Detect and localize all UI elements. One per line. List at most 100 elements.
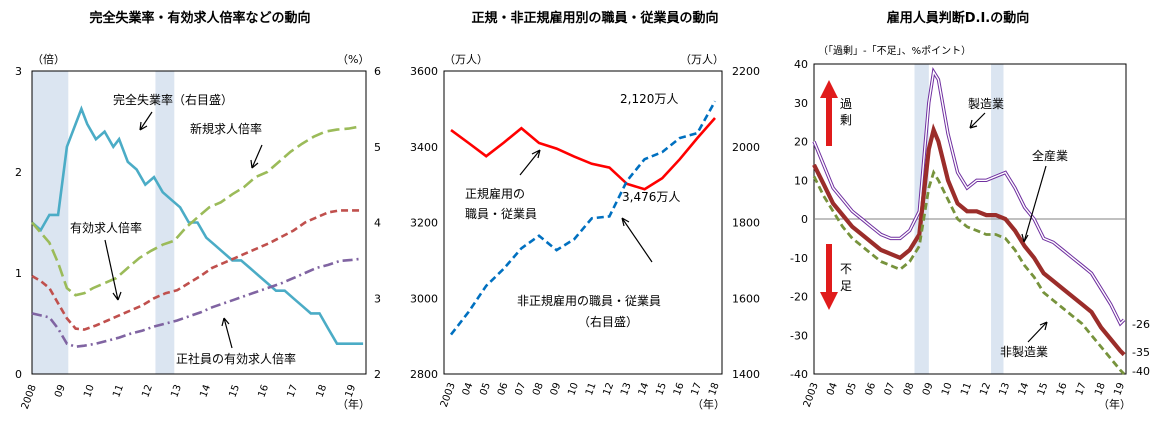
excess-arrow-icon bbox=[820, 80, 838, 146]
p1-right-tick-label: 2 bbox=[374, 368, 381, 381]
p1-x-tick-label: 09 bbox=[53, 383, 68, 399]
panel2-title: 正規・非正規雇用別の職員・従業員の動向 bbox=[471, 10, 718, 26]
p3-x-tick-label: 04 bbox=[825, 381, 840, 397]
p3-x-tick-label: 08 bbox=[902, 381, 917, 397]
p1-x-tick-label: 10 bbox=[82, 383, 97, 399]
panel-employment-di: 雇用人員判断D.I.の動向 （「過剰」-「不足」、%ポイント） -40 -30 -2… bbox=[790, 10, 1150, 411]
recession-shade-0 bbox=[32, 71, 69, 374]
label-excess-2: 剰 bbox=[840, 113, 852, 127]
label-shortage-1: 不 bbox=[840, 262, 852, 276]
label-excess-1: 過 bbox=[840, 97, 852, 111]
p3-x-tick-label: 12 bbox=[978, 381, 993, 397]
p2-left-tick-label: 3400 bbox=[410, 141, 438, 154]
p2-x-tick-label: 06 bbox=[496, 381, 511, 397]
p1-right-tick-label: 4 bbox=[374, 217, 381, 230]
panel1-title: 完全失業率・有効求人倍率などの動向 bbox=[89, 10, 310, 26]
panel3-unit: （「過剰」-「不足」、%ポイント） bbox=[818, 45, 971, 57]
p1-x-tick-label: 17 bbox=[286, 383, 301, 399]
p3-y-tick-label: 10 bbox=[794, 174, 808, 187]
series-line-p2-1 bbox=[449, 100, 717, 336]
label-nonregular-employees-1: 非正規雇用の職員・従業員 bbox=[517, 293, 661, 308]
p3-x-tick-label: 13 bbox=[998, 381, 1013, 397]
series-line-p1-3 bbox=[31, 257, 361, 349]
panel2-annotation-arrows bbox=[519, 149, 653, 263]
p1-right-tick-label: 3 bbox=[374, 292, 381, 305]
p2-left-tick-label: 3000 bbox=[410, 292, 438, 305]
p1-x-tick-label: 13 bbox=[169, 383, 184, 399]
p1-left-tick-label: 3 bbox=[15, 65, 22, 78]
p2-x-tick-label: 15 bbox=[654, 381, 669, 397]
series-line-manufacturing-inner bbox=[813, 69, 1125, 325]
panel2-left-unit: （万人） bbox=[444, 53, 488, 66]
p2-x-tick-label: 13 bbox=[619, 381, 634, 397]
p3-x-tick-label: 10 bbox=[940, 381, 955, 397]
panel1-x-unit: （年） bbox=[337, 397, 370, 411]
label-regular-employees-2: 職員・従業員 bbox=[465, 207, 537, 221]
p3-x-tick-label: 16 bbox=[1055, 381, 1070, 397]
panel3-x-unit: （年） bbox=[1098, 397, 1131, 411]
p3-y-tick-label: 20 bbox=[794, 136, 808, 149]
p1-left-tick-label: 1 bbox=[15, 267, 22, 280]
p1-x-tick-label: 15 bbox=[227, 383, 242, 399]
series-line-p1-2 bbox=[31, 209, 361, 331]
p1-right-tick-label: 6 bbox=[374, 65, 381, 78]
end-value-non-manufacturing: -40 bbox=[1132, 365, 1150, 378]
p2-x-tick-label: 09 bbox=[549, 381, 564, 397]
p1-left-tick-label: 0 bbox=[15, 368, 22, 381]
label-job-opening-ratio: 有効求人倍率 bbox=[70, 220, 142, 235]
series-line-p2-0 bbox=[450, 117, 716, 191]
label-new-job-ratio: 新規求人倍率 bbox=[190, 121, 262, 136]
label-regular-employees-1: 正規雇用の bbox=[465, 186, 525, 201]
p3-y-tick-label: 0 bbox=[801, 213, 808, 226]
p3-x-tick-label: 19 bbox=[1112, 381, 1127, 397]
p3-y-tick-label: 30 bbox=[794, 97, 808, 110]
p3-x-tick-label: 09 bbox=[921, 381, 936, 397]
panel-regular-nonregular: 正規・非正規雇用別の職員・従業員の動向 （万人） （万人） 2800 3000 32… bbox=[410, 10, 760, 411]
end-value-all-industries: -35 bbox=[1132, 346, 1150, 359]
panel2-right-unit: （万人） bbox=[680, 53, 724, 66]
recession-shade-1 bbox=[155, 71, 175, 374]
p3-x-tick-label: 15 bbox=[1036, 381, 1051, 397]
panel3-title: 雇用人員判断D.I.の動向 bbox=[887, 10, 1030, 26]
p1-x-tick-label: 16 bbox=[256, 383, 271, 399]
shortage-arrow-icon bbox=[820, 244, 838, 310]
label-nonregular-value: 2,120万人 bbox=[620, 92, 678, 106]
p3-x-tick-label: 11 bbox=[959, 381, 974, 397]
panel2-x-unit: （年） bbox=[692, 397, 725, 411]
panel3-annotation-arrows bbox=[969, 112, 1048, 343]
p2-x-tick-label: 12 bbox=[602, 381, 617, 397]
p3-x-tick-label: 14 bbox=[1017, 381, 1032, 397]
label-nonregular-employees-2: （右目盛） bbox=[578, 314, 638, 329]
p2-x-tick-label: 18 bbox=[707, 381, 722, 397]
p3-x-tick-label: 18 bbox=[1093, 381, 1108, 397]
p3-x-tick-label: 05 bbox=[844, 381, 859, 397]
panel1-right-unit: （%） bbox=[337, 53, 369, 66]
p1-x-tick-label: 18 bbox=[315, 383, 330, 399]
p2-x-tick-label: 14 bbox=[637, 381, 652, 397]
label-all-industries: 全産業 bbox=[1032, 148, 1068, 163]
p3-x-tick-label: 07 bbox=[883, 381, 898, 397]
p1-x-tick-label: 2008 bbox=[20, 383, 39, 411]
p2-right-tick-label: 2200 bbox=[732, 65, 760, 78]
p3-x-tick-label: 17 bbox=[1074, 381, 1089, 397]
p3-y-tick-label: 40 bbox=[794, 58, 808, 71]
p2-right-tick-label: 1800 bbox=[732, 217, 760, 230]
label-regular-value: 3,476万人 bbox=[622, 190, 680, 204]
p2-x-tick-label: 17 bbox=[689, 381, 704, 397]
p2-x-tick-label: 11 bbox=[584, 381, 599, 397]
series-line-p3-1 bbox=[812, 123, 1126, 357]
panel1-annotation-arrows bbox=[104, 111, 263, 349]
p2-x-tick-label: 2003 bbox=[439, 381, 458, 409]
panel2-plot-frame bbox=[443, 70, 723, 375]
p3-x-tick-label: 06 bbox=[864, 381, 879, 397]
p2-x-tick-label: 08 bbox=[531, 381, 546, 397]
label-manufacturing: 製造業 bbox=[968, 97, 1004, 111]
p3-y-tick-label: -40 bbox=[790, 368, 808, 381]
p2-x-tick-label: 05 bbox=[478, 381, 493, 397]
p2-x-tick-label: 04 bbox=[461, 381, 476, 397]
p2-left-tick-label: 3200 bbox=[410, 217, 438, 230]
p2-x-tick-label: 07 bbox=[514, 381, 529, 397]
p2-left-tick-label: 2800 bbox=[410, 368, 438, 381]
